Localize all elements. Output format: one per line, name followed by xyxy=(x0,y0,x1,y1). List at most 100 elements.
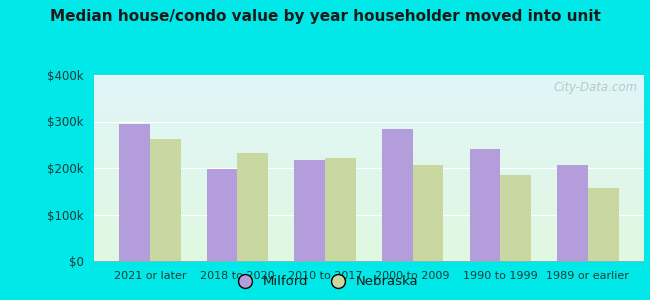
Bar xyxy=(94,250,644,251)
Bar xyxy=(94,170,644,171)
Bar xyxy=(94,156,644,157)
Bar xyxy=(94,175,644,176)
Bar xyxy=(94,202,644,203)
Bar xyxy=(94,140,644,141)
Bar xyxy=(94,87,644,88)
Bar xyxy=(94,245,644,246)
Bar xyxy=(94,92,644,93)
Bar xyxy=(94,249,644,250)
Bar xyxy=(94,227,644,229)
Bar xyxy=(94,221,644,222)
Bar xyxy=(94,101,644,102)
Bar xyxy=(94,107,644,109)
Bar xyxy=(94,90,644,91)
Bar xyxy=(94,225,644,226)
Bar xyxy=(94,132,644,133)
Bar xyxy=(94,115,644,116)
Bar xyxy=(94,191,644,192)
Bar xyxy=(557,165,588,261)
Bar xyxy=(94,174,644,175)
Bar xyxy=(94,103,644,104)
Bar xyxy=(94,240,644,241)
Bar xyxy=(94,165,644,166)
Bar xyxy=(94,123,644,124)
Bar xyxy=(94,194,644,195)
Bar xyxy=(94,177,644,178)
Bar xyxy=(94,158,644,159)
Bar xyxy=(588,188,619,261)
Bar xyxy=(94,188,644,189)
Bar xyxy=(94,216,644,217)
Text: City-Data.com: City-Data.com xyxy=(554,81,638,94)
Bar xyxy=(294,160,325,261)
Bar xyxy=(94,238,644,239)
Bar xyxy=(94,83,644,84)
Bar xyxy=(94,217,644,218)
Bar xyxy=(94,211,644,212)
Bar xyxy=(94,178,644,179)
Bar xyxy=(94,186,644,187)
Bar xyxy=(94,96,644,97)
Bar xyxy=(94,244,644,245)
Bar xyxy=(94,114,644,115)
Bar xyxy=(94,237,644,238)
Bar xyxy=(94,234,644,235)
Bar xyxy=(94,223,644,224)
Bar xyxy=(94,93,644,94)
Bar xyxy=(94,85,644,86)
Bar xyxy=(94,78,644,79)
Text: Median house/condo value by year householder moved into unit: Median house/condo value by year househo… xyxy=(49,9,601,24)
Bar xyxy=(94,200,644,202)
Bar xyxy=(94,135,644,136)
Bar xyxy=(94,209,644,210)
Bar xyxy=(94,259,644,260)
Bar xyxy=(94,196,644,197)
Bar xyxy=(94,97,644,98)
Bar xyxy=(94,82,644,83)
Bar xyxy=(94,127,644,128)
Bar xyxy=(94,142,644,143)
Bar xyxy=(94,129,644,130)
Bar xyxy=(94,112,644,113)
Bar xyxy=(94,189,644,190)
Bar xyxy=(94,253,644,254)
Bar xyxy=(94,88,644,89)
Bar xyxy=(94,239,644,240)
Bar xyxy=(94,257,644,258)
Bar xyxy=(94,172,644,174)
Bar xyxy=(94,198,644,199)
Bar xyxy=(94,187,644,188)
Bar xyxy=(94,195,644,196)
Bar xyxy=(94,89,644,90)
Bar xyxy=(94,137,644,138)
Bar xyxy=(94,139,644,140)
Bar xyxy=(94,256,644,257)
Bar xyxy=(94,102,644,103)
Bar xyxy=(94,185,644,186)
Bar xyxy=(94,206,644,207)
Bar xyxy=(94,81,644,82)
Legend: Milford, Nebraska: Milford, Nebraska xyxy=(226,270,424,293)
Bar xyxy=(94,260,644,261)
Bar xyxy=(325,158,356,261)
Bar xyxy=(94,193,644,194)
Bar xyxy=(94,144,644,145)
Bar xyxy=(94,111,644,112)
Bar xyxy=(94,167,644,168)
Bar xyxy=(94,202,644,203)
Bar xyxy=(94,190,644,191)
Bar xyxy=(94,100,644,101)
Bar xyxy=(382,129,413,261)
Bar xyxy=(94,184,644,185)
Bar xyxy=(94,117,644,118)
Bar xyxy=(94,251,644,252)
Bar xyxy=(94,109,644,110)
Bar xyxy=(94,160,644,161)
Bar xyxy=(94,236,644,237)
Bar xyxy=(94,255,644,256)
Bar xyxy=(94,141,644,142)
Bar xyxy=(94,86,644,87)
Bar xyxy=(94,124,644,125)
Bar xyxy=(94,246,644,247)
Bar xyxy=(94,180,644,181)
